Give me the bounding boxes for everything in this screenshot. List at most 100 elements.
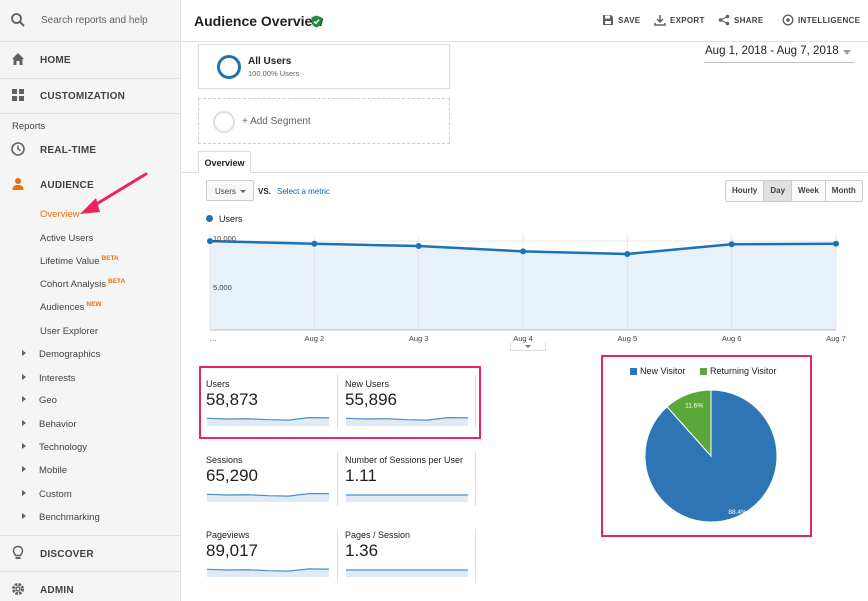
sparkline-area xyxy=(346,495,468,502)
gear-icon xyxy=(12,583,24,595)
metric-value: 89,017 xyxy=(206,541,258,560)
highlight-box xyxy=(601,355,812,537)
sidebar-item-cohort-analysis[interactable]: Cohort Analysis BETA xyxy=(40,278,126,290)
nav-audience[interactable]: AUDIENCE xyxy=(0,170,181,200)
chevron-down-icon xyxy=(240,190,246,193)
sidebar-item-audiences[interactable]: Audiences NEW xyxy=(40,301,102,313)
metric-label: Sessions xyxy=(206,455,243,465)
x-tick-label: Aug 6 xyxy=(721,334,742,343)
metric-number-of-sessions-per-user[interactable]: Number of Sessions per User 1.11 xyxy=(345,455,475,515)
metric-separator xyxy=(337,529,338,583)
tree-item-custom[interactable]: Custom xyxy=(22,489,72,500)
tree-item-technology[interactable]: Technology xyxy=(22,442,87,453)
chevron-down-icon[interactable] xyxy=(843,50,851,55)
lightbulb-icon xyxy=(12,545,24,559)
expand-arrow-icon xyxy=(22,374,26,381)
granularity-hourly[interactable]: Hourly xyxy=(726,181,765,201)
export-button[interactable]: EXPORT xyxy=(654,15,705,26)
granularity-month[interactable]: Month xyxy=(831,186,856,195)
data-point[interactable] xyxy=(728,241,735,248)
data-point[interactable] xyxy=(207,238,213,245)
nav-home-label: HOME xyxy=(40,55,71,66)
share-button[interactable]: SHARE xyxy=(718,14,764,26)
beta-badge: BETA xyxy=(101,255,119,262)
sparkline xyxy=(207,492,329,502)
granularity-day[interactable]: Day xyxy=(764,181,793,201)
add-segment-button[interactable]: + Add Segment xyxy=(198,98,450,144)
save-icon xyxy=(603,15,613,25)
expand-arrow-icon xyxy=(22,490,26,497)
nav-customization[interactable]: CUSTOMIZATION xyxy=(0,81,181,111)
dashboard-icon xyxy=(12,89,24,101)
pie-data-label: 88.4% xyxy=(728,509,747,516)
legend-swatch xyxy=(206,215,213,222)
sidebar: Search reports and help HOME CUSTOMIZATI… xyxy=(0,0,181,601)
nav-admin[interactable]: ADMIN xyxy=(0,575,181,601)
expand-arrow-icon xyxy=(22,443,26,450)
annotation-arrow-icon xyxy=(80,172,148,214)
nav-home[interactable]: HOME xyxy=(0,45,181,75)
metric-dropdown[interactable]: Users xyxy=(206,180,254,201)
search-icon xyxy=(11,13,25,27)
data-point[interactable] xyxy=(624,251,631,257)
nav-customization-label: CUSTOMIZATION xyxy=(40,91,126,102)
expand-arrow-icon xyxy=(22,513,26,520)
date-range-picker[interactable]: Aug 1, 2018 - Aug 7, 2018 xyxy=(705,45,839,57)
sidebar-item-lifetime-value[interactable]: Lifetime Value BETA xyxy=(40,255,119,267)
metric-label: Pages / Session xyxy=(345,530,411,540)
metric-sessions[interactable]: Sessions 65,290 xyxy=(206,455,336,515)
nav-discover[interactable]: DISCOVER xyxy=(0,539,181,569)
search-bar[interactable]: Search reports and help xyxy=(0,0,181,42)
metric-users[interactable]: Users 58,873 xyxy=(206,379,336,439)
sidebar-item-overview[interactable]: Overview xyxy=(40,209,80,220)
divider xyxy=(0,113,181,114)
data-point[interactable] xyxy=(415,243,422,249)
nav-discover-label: DISCOVER xyxy=(40,549,94,560)
intelligence-icon xyxy=(782,14,794,26)
x-tick-label: Aug 5 xyxy=(617,334,638,343)
intelligence-button[interactable]: INTELLIGENCE xyxy=(782,14,860,26)
download-icon xyxy=(654,15,666,26)
tab-divider xyxy=(182,172,868,173)
nav-realtime[interactable]: REAL-TIME xyxy=(0,135,181,165)
data-point[interactable] xyxy=(833,240,839,247)
metric-new-users[interactable]: New Users 55,896 xyxy=(345,379,475,439)
sidebar-item-user-explorer[interactable]: User Explorer xyxy=(40,326,99,337)
tree-item-demographics[interactable]: Demographics xyxy=(22,349,100,360)
pie-slice-returning-visitor[interactable] xyxy=(666,389,712,458)
x-tick-label: Aug 7 xyxy=(826,334,846,343)
home-icon xyxy=(12,53,24,65)
nav-admin-label: ADMIN xyxy=(40,585,74,596)
granularity-week[interactable]: Week xyxy=(792,181,826,201)
save-button[interactable]: SAVE xyxy=(603,15,640,25)
sparkline xyxy=(207,568,329,577)
data-point[interactable] xyxy=(311,240,318,247)
tree-item-behavior[interactable]: Behavior xyxy=(22,419,77,430)
sparkline-line xyxy=(207,416,329,421)
new-badge: NEW xyxy=(86,301,102,308)
expand-arrow-icon xyxy=(22,420,26,427)
highlight-box xyxy=(199,366,481,439)
vs-label: VS. xyxy=(258,187,271,196)
tree-item-geo[interactable]: Geo xyxy=(22,395,57,406)
tree-item-interests[interactable]: Interests xyxy=(22,373,75,384)
data-point[interactable] xyxy=(520,248,526,255)
sidebar-item-active-users[interactable]: Active Users xyxy=(40,233,94,244)
visitor-pie-chart: 88.4% 11.6% xyxy=(644,389,778,523)
metric-label: New Users xyxy=(345,379,390,389)
select-metric-link[interactable]: Select a metric xyxy=(277,187,330,196)
tab-overview[interactable]: Overview xyxy=(198,151,251,173)
tree-item-benchmarking[interactable]: Benchmarking xyxy=(22,512,100,523)
sparkline-area xyxy=(207,493,329,502)
metric-label: Number of Sessions per User xyxy=(345,455,464,465)
pie-data-label: 11.6% xyxy=(685,403,703,410)
metric-pageviews[interactable]: Pageviews 89,017 xyxy=(206,530,336,590)
sparkline-area xyxy=(346,417,468,426)
chart-collapse-handle[interactable] xyxy=(510,343,546,351)
metric-pages-session[interactable]: Pages / Session 1.36 xyxy=(345,530,475,590)
segment-all-users[interactable]: All Users 100.00% Users xyxy=(198,44,450,89)
tree-item-mobile[interactable]: Mobile xyxy=(22,465,67,476)
x-tick-label: … xyxy=(209,334,217,343)
metric-value: 55,896 xyxy=(345,390,397,409)
page-title: Audience Overview xyxy=(194,13,324,29)
